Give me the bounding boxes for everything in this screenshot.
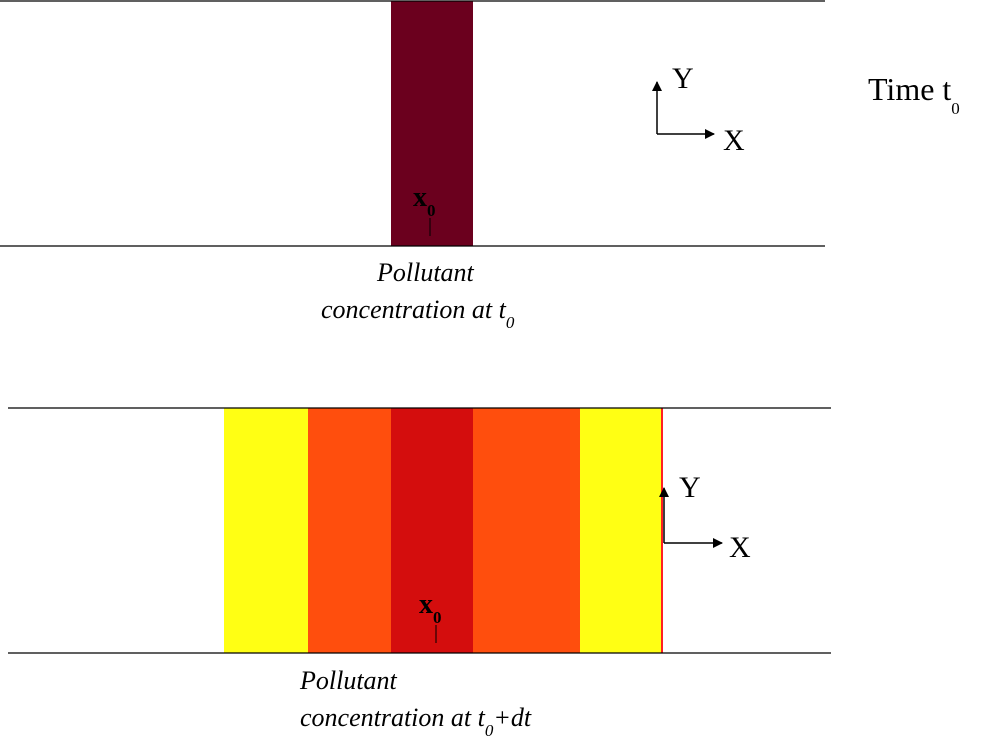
time-label-main: Time t [868, 71, 951, 107]
top-caption-line2: concentration at t0 [321, 295, 515, 332]
bottom-x-axis-label: X [729, 531, 751, 564]
top-pollutant-band [391, 1, 473, 246]
bottom-caption-line2-suffix: +dt [493, 703, 532, 732]
bottom-caption: Pollutant concentration at t0+dt [299, 666, 532, 740]
top-x0-main: x [413, 182, 427, 213]
bottom-x0-marker: x0 [419, 589, 442, 627]
bottom-x0-sub: 0 [433, 608, 442, 627]
top-caption-line2-sub: 0 [506, 313, 515, 332]
bottom-x0-main: x [419, 589, 433, 620]
top-x-axis-label: X [723, 124, 745, 157]
top-panel: x0 Y X Time t0 Pollutant concentration a… [0, 0, 960, 332]
top-caption-line1: Pollutant [376, 258, 475, 287]
bottom-caption-line2-main: concentration at t [300, 703, 486, 732]
top-x0-marker: x0 [413, 182, 436, 220]
top-axes: Y X [652, 62, 745, 157]
bottom-caption-line2-sub: 0 [485, 721, 494, 740]
top-y-axis-label: Y [672, 62, 694, 95]
bottom-band-middle-left [308, 408, 391, 653]
bottom-axes: Y X [659, 471, 751, 564]
bottom-band-middle-right [473, 408, 580, 653]
top-caption: Pollutant concentration at t0 [321, 258, 515, 332]
bottom-caption-line1: Pollutant [299, 666, 398, 695]
top-caption-line2-main: concentration at t [321, 295, 507, 324]
bottom-band-core [391, 408, 473, 653]
bottom-y-axis-label: Y [679, 471, 701, 504]
top-x0-sub: 0 [427, 201, 436, 220]
bottom-panel: x0 Y X Pollutant concentration at t0+dt [8, 407, 831, 740]
bottom-caption-line2: concentration at t0+dt [300, 703, 532, 740]
time-label: Time t0 [868, 71, 960, 118]
bottom-band-outer-right [580, 408, 662, 653]
bottom-band-outer-left [224, 408, 308, 653]
time-label-sub: 0 [951, 99, 960, 118]
